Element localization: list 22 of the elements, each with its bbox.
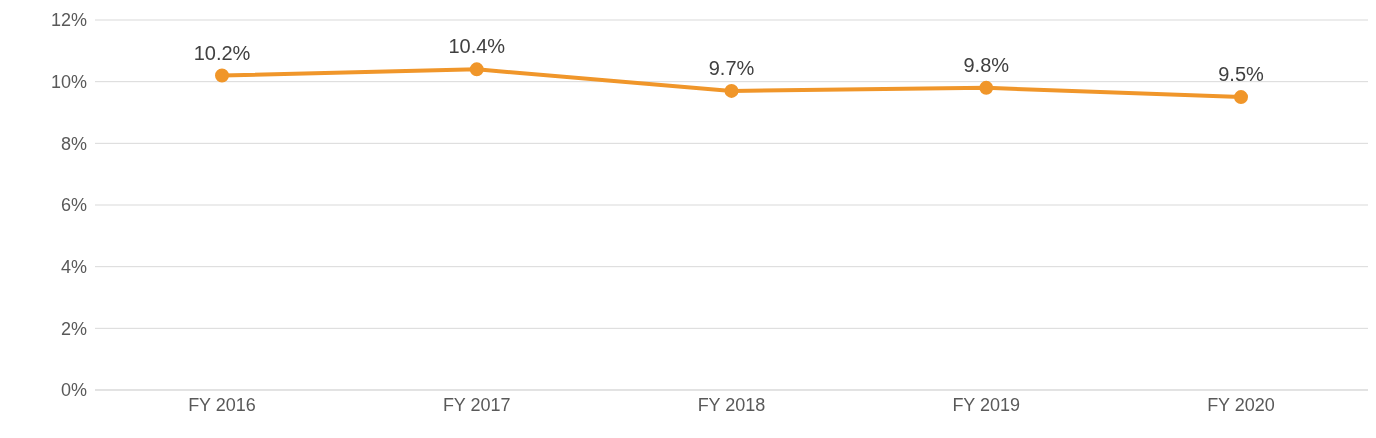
- data-label: 9.7%: [708, 56, 755, 79]
- data-label: 9.5%: [1218, 63, 1265, 86]
- x-tick-label: FY 2016: [188, 394, 256, 415]
- y-tick-label: 0%: [60, 380, 87, 401]
- x-tick-label: FY 2017: [442, 394, 511, 415]
- y-tick-label: 2%: [60, 318, 87, 339]
- point: [1234, 90, 1248, 105]
- point: [215, 68, 229, 83]
- y-tick-label: 8%: [60, 133, 87, 154]
- y-tick-label: 6%: [60, 195, 87, 216]
- point: [979, 80, 994, 95]
- x-tick-label: FY 2020: [1207, 394, 1275, 415]
- y-tick-label: 12%: [50, 10, 87, 31]
- y-tick-label: 4%: [60, 257, 87, 278]
- data-label: 10.4%: [448, 35, 506, 58]
- x-tick-label: FY 2018: [697, 394, 766, 415]
- y-tick-label: 10%: [50, 72, 87, 93]
- x-tick-label: FY 2019: [952, 394, 1021, 415]
- data-label: 9.8%: [963, 53, 1010, 76]
- point: [724, 83, 739, 98]
- point: [469, 62, 484, 77]
- data-label: 10.2%: [193, 41, 251, 64]
